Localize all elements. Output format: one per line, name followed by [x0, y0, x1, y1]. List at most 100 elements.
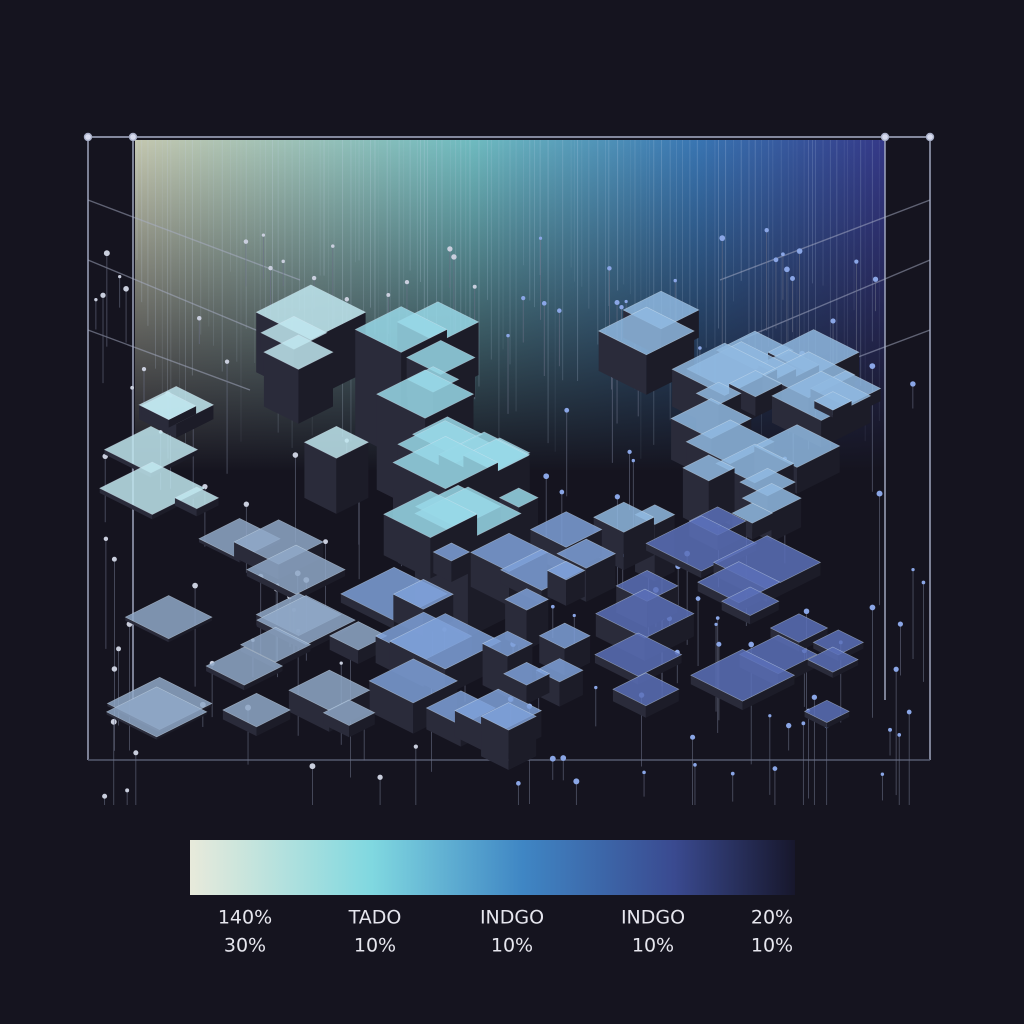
dot	[339, 661, 343, 665]
tile-top	[392, 578, 454, 610]
dot	[550, 604, 555, 609]
dot	[888, 727, 893, 732]
tile-side	[426, 708, 461, 747]
tile-top	[645, 515, 758, 572]
dot	[786, 722, 792, 729]
tile-side	[168, 405, 197, 428]
dot	[506, 333, 510, 338]
dot	[451, 254, 457, 260]
dot	[614, 494, 620, 500]
dot	[642, 770, 646, 775]
dot	[730, 771, 735, 776]
tile-top	[368, 658, 459, 704]
tile-top	[329, 621, 388, 651]
tile-top	[593, 501, 655, 533]
dot	[521, 296, 526, 301]
dot	[268, 265, 273, 271]
tile-top	[556, 538, 617, 569]
gradient-fade	[135, 140, 885, 472]
dot	[243, 501, 250, 507]
tile-top	[432, 542, 471, 562]
legend-top-label: TADO	[348, 907, 402, 929]
legend-top-label: INDGO	[621, 907, 685, 929]
frame-diagonal	[87, 199, 301, 281]
legend-labels: 140% 30% TADO 10% INDGO 10% INDGO 10% 20% 10%	[218, 907, 793, 957]
dot	[447, 246, 453, 252]
tile-top	[503, 661, 551, 686]
tile-side	[304, 442, 337, 514]
tile-top	[731, 502, 774, 524]
dot	[110, 718, 117, 725]
tile-side	[176, 404, 214, 438]
frame-diagonal	[87, 329, 251, 391]
tile-side	[814, 400, 833, 418]
tile-side	[256, 710, 291, 737]
dot	[125, 788, 130, 793]
dot	[911, 567, 915, 572]
dot	[413, 744, 418, 749]
dot	[768, 714, 772, 718]
tile-side	[470, 552, 510, 606]
dot	[619, 305, 624, 310]
tile-top	[174, 486, 220, 510]
tile-side	[508, 716, 537, 771]
dot	[559, 489, 565, 495]
tile-side	[295, 569, 346, 601]
tile-side	[767, 562, 821, 603]
tile-side	[804, 711, 827, 729]
tile-top	[222, 692, 291, 728]
dot	[573, 778, 580, 785]
tile-top	[383, 490, 478, 538]
tile-top	[538, 622, 591, 649]
tile-top	[105, 686, 208, 738]
tile-top	[205, 646, 284, 686]
tile-side	[174, 497, 197, 517]
dot	[133, 750, 139, 756]
dot	[897, 621, 903, 627]
tile-top	[813, 391, 853, 411]
tiles	[99, 284, 882, 771]
tile-side	[323, 712, 350, 738]
dot	[130, 385, 135, 390]
dot	[897, 733, 902, 737]
tile-top	[612, 672, 680, 707]
tile-side	[646, 543, 702, 579]
tile-top	[246, 544, 346, 595]
dot	[716, 641, 722, 647]
tile-side	[336, 442, 369, 514]
dot	[698, 346, 702, 350]
tile-side	[369, 680, 414, 734]
dot	[557, 308, 562, 313]
dot	[572, 613, 576, 618]
tile-top	[239, 626, 312, 663]
dot	[281, 259, 285, 264]
tile-side	[99, 488, 153, 520]
dot	[869, 604, 876, 611]
tile-side	[298, 352, 333, 424]
tile-side	[807, 659, 833, 678]
tile-side	[156, 711, 207, 740]
tile-side	[566, 570, 585, 606]
legend-bottom-label: 10%	[632, 935, 674, 957]
tile-side	[645, 689, 679, 718]
stripes	[136, 140, 880, 459]
legend-bottom-label: 10%	[751, 935, 793, 957]
tile-side	[547, 570, 567, 606]
dot	[784, 266, 790, 273]
dot	[693, 763, 697, 767]
tile-side	[275, 644, 311, 669]
tile-side	[246, 569, 296, 601]
tile-side	[586, 553, 616, 602]
tile-side	[742, 675, 795, 711]
dot	[560, 755, 567, 761]
tile-top	[392, 435, 499, 490]
dot	[607, 266, 612, 271]
dot	[627, 449, 632, 455]
tile-side	[826, 711, 850, 729]
tile-top	[721, 586, 780, 616]
tile-side	[832, 400, 852, 418]
tile-top	[690, 649, 796, 702]
frame-diagonal	[739, 259, 931, 341]
dot	[564, 407, 570, 413]
tile-side	[821, 395, 871, 448]
